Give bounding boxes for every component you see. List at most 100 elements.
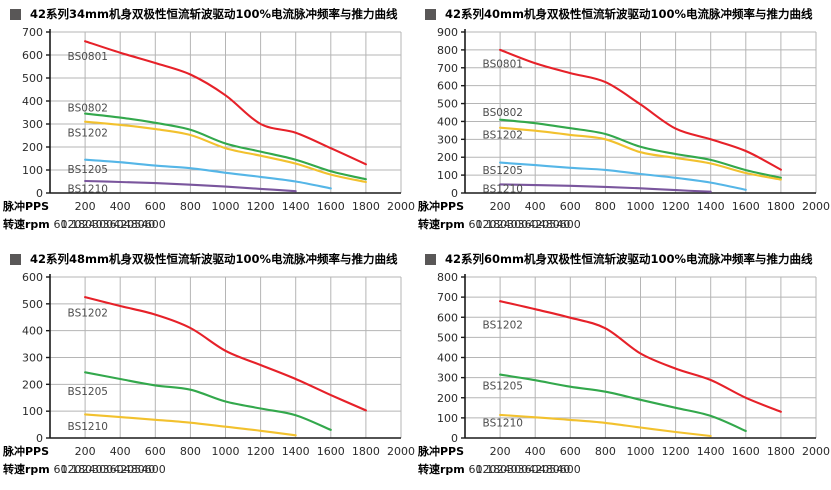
x-row-header: 转速rpm — [3, 217, 50, 231]
x-tick-label: 360 — [518, 218, 539, 231]
x-tick-label: 1200 — [662, 445, 690, 458]
y-tick-label: 600 — [437, 311, 458, 324]
x-tick-label: 800 — [180, 445, 201, 458]
x-tick-label: 800 — [180, 200, 201, 213]
title-bullet-icon — [425, 253, 436, 265]
y-tick-label: 400 — [22, 325, 43, 338]
x-tick-label: 120 — [476, 218, 497, 231]
y-tick-label: 200 — [22, 378, 43, 391]
series-group: BS0801 BS0802 BS1202 BS1205 BS1210 — [68, 40, 367, 195]
x-axis-rows: 脉冲PPS 200 400 600 800 1000 1200 1400 1600 1800 200… — [2, 199, 415, 231]
x-tick-label: 300 — [507, 463, 528, 476]
x-tick-label: 400 — [525, 200, 546, 213]
series-label-bs1210: BS1210 — [68, 421, 108, 433]
chart-title-row: 42系列40mm机身双极性恒流斩波驱动100%电流脉冲频率与推力曲线 — [425, 6, 813, 22]
y-tick-label: 400 — [437, 115, 458, 128]
x-tick-label: 1600 — [317, 200, 345, 213]
x-tick-label: 60 — [469, 218, 483, 231]
y-tick-label: 600 — [437, 80, 458, 93]
x-tick-label: 1200 — [662, 200, 690, 213]
y-tick-label: 500 — [22, 298, 43, 311]
series-line-bs1202 — [84, 120, 367, 184]
chart-title: 42系列48mm机身双极性恒流斩波驱动100%电流脉冲频率与推力曲线 — [30, 252, 398, 266]
series-line-bs1202 — [499, 300, 782, 413]
x-tick-label: 400 — [110, 200, 131, 213]
chart-34mm: 42系列34mm机身双极性恒流斩波驱动100%电流脉冲频率与推力曲线 0 100 2… — [0, 0, 415, 245]
y-tick-label: 300 — [437, 372, 458, 385]
series-label-bs1205: BS1205 — [483, 165, 523, 177]
series-group: BS0801 BS0802 BS1202 BS1205 BS1210 — [483, 48, 782, 196]
y-tick-label: 600 — [22, 49, 43, 62]
chart-48mm: 42系列48mm机身双极性恒流斩波驱动100%电流脉冲频率与推力曲线 0 100 2… — [0, 245, 415, 490]
chart-plot-34mm: 0 100 200 300 400 500 600 700 脉冲PPS 200 400 600 800 1… — [2, 26, 415, 231]
x-tick-label: 180 — [486, 218, 507, 231]
x-tick-label: 200 — [75, 200, 96, 213]
series-label-bs1210: BS1210 — [483, 417, 523, 429]
x-tick-label: 800 — [595, 445, 616, 458]
chart-title: 42系列34mm机身双极性恒流斩波驱动100%电流脉冲频率与推力曲线 — [30, 7, 398, 21]
x-tick-label: 2000 — [802, 200, 830, 213]
x-tick-label: 120 — [61, 463, 82, 476]
x-tick-label: 540 — [549, 463, 570, 476]
x-tick-label: 2000 — [387, 445, 415, 458]
chart-plot-48mm: 0 100 200 300 400 500 600 脉冲PPS 200 400 600 800 1000… — [2, 271, 415, 476]
y-tick-label: 500 — [437, 98, 458, 111]
x-tick-label: 200 — [490, 200, 511, 213]
x-tick-label: 480 — [539, 218, 560, 231]
y-tick-label: 200 — [437, 392, 458, 405]
x-tick-label: 420 — [113, 218, 134, 231]
y-tick-label: 800 — [437, 271, 458, 284]
x-row-header: 转速rpm — [418, 217, 465, 231]
y-tick-label: 0 — [36, 187, 43, 200]
y-tick-label: 700 — [437, 62, 458, 75]
series-label-bs1205: BS1205 — [68, 386, 108, 398]
y-tick-label: 100 — [437, 412, 458, 425]
x-tick-label: 180 — [71, 463, 92, 476]
x-row-header: 脉冲PPS — [2, 444, 49, 458]
series-group: BS1202 BS1205 BS1210 — [68, 296, 367, 437]
series-label-bs1210: BS1210 — [68, 183, 108, 195]
x-tick-label: 360 — [518, 463, 539, 476]
x-tick-label: 400 — [525, 445, 546, 458]
y-tick-label: 500 — [22, 72, 43, 85]
x-tick-label: 600 — [145, 200, 166, 213]
series-line-bs0801 — [499, 48, 782, 171]
x-tick-label: 480 — [539, 463, 560, 476]
x-tick-label: 240 — [82, 463, 103, 476]
x-tick-label: 200 — [490, 445, 511, 458]
axes: 0 100 200 300 400 500 600 700 800 — [437, 271, 816, 445]
series-line-bs1202 — [499, 126, 782, 181]
chart-plot-40mm: 0 100 200 300 400 500 600 700 800 900 脉冲PPS 200 400 6… — [417, 26, 830, 231]
series-label-bs0802: BS0802 — [483, 107, 523, 119]
series-label-bs1202: BS1202 — [68, 128, 108, 140]
x-tick-label: 600 — [560, 463, 581, 476]
grid — [465, 276, 817, 438]
chart-plot-60mm: 0 100 200 300 400 500 600 700 800 脉冲PPS 200 400 600 8… — [417, 271, 830, 476]
x-tick-label: 600 — [560, 445, 581, 458]
x-tick-label: 1400 — [697, 445, 725, 458]
x-row-header: 脉冲PPS — [417, 444, 464, 458]
y-tick-label: 100 — [437, 169, 458, 182]
series-label-bs0801: BS0801 — [68, 51, 108, 63]
series-line-bs1210 — [84, 179, 297, 193]
x-tick-label: 240 — [497, 463, 518, 476]
chart-title-row: 42系列60mm机身双极性恒流斩波驱动100%电流脉冲频率与推力曲线 — [425, 251, 813, 267]
y-tick-label: 200 — [437, 151, 458, 164]
x-tick-label: 1400 — [697, 200, 725, 213]
series-label-bs0802: BS0802 — [68, 102, 108, 114]
x-row-header: 脉冲PPS — [2, 199, 49, 213]
x-tick-label: 120 — [61, 218, 82, 231]
x-tick-label: 180 — [486, 463, 507, 476]
axes: 0 100 200 300 400 500 600 700 — [22, 26, 401, 200]
y-tick-label: 900 — [437, 26, 458, 39]
x-tick-label: 1600 — [732, 445, 760, 458]
y-tick-label: 700 — [437, 291, 458, 304]
x-tick-label: 420 — [528, 463, 549, 476]
y-tick-label: 300 — [437, 133, 458, 146]
x-tick-label: 60 — [469, 463, 483, 476]
y-tick-label: 100 — [22, 164, 43, 177]
x-tick-label: 1600 — [732, 200, 760, 213]
x-tick-label: 1000 — [627, 445, 655, 458]
grid — [50, 276, 402, 438]
x-tick-label: 1800 — [352, 200, 380, 213]
